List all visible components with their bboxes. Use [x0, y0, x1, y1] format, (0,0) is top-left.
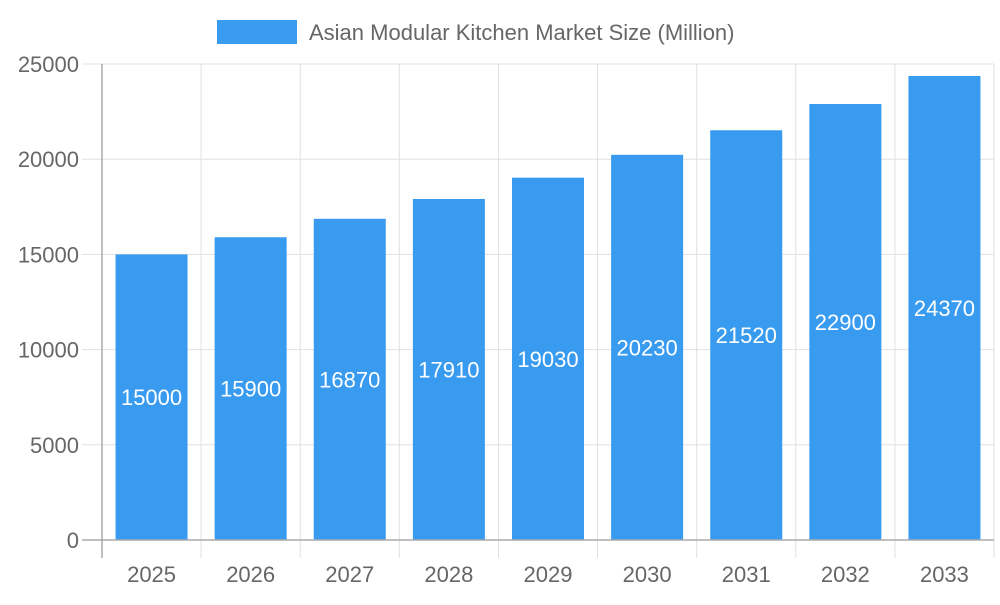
- y-tick-label: 0: [67, 528, 79, 553]
- y-tick-label: 20000: [18, 147, 79, 172]
- legend-swatch: [217, 20, 297, 44]
- y-tick-label: 15000: [18, 242, 79, 267]
- y-tick-label: 25000: [18, 52, 79, 77]
- bar-2033: [908, 75, 981, 540]
- data-label-2030: 20230: [617, 335, 678, 360]
- x-tick-label: 2030: [623, 562, 672, 587]
- x-tick-label: 2027: [325, 562, 374, 587]
- bar-2025: [115, 254, 188, 540]
- data-label-2028: 17910: [418, 357, 479, 382]
- x-tick-label: 2026: [226, 562, 275, 587]
- bar-2030: [611, 154, 684, 540]
- y-tick-label: 10000: [18, 338, 79, 363]
- data-label-2025: 15000: [121, 385, 182, 410]
- bar-2032: [809, 103, 882, 540]
- y-tick-label: 5000: [30, 433, 79, 458]
- bar-2027: [313, 218, 386, 540]
- x-tick-label: 2029: [524, 562, 573, 587]
- x-tick-label: 2028: [424, 562, 473, 587]
- legend-label: Asian Modular Kitchen Market Size (Milli…: [309, 20, 735, 45]
- x-tick-label: 2031: [722, 562, 771, 587]
- x-tick-label: 2025: [127, 562, 176, 587]
- grid: [82, 63, 995, 558]
- legend[interactable]: Asian Modular Kitchen Market Size (Milli…: [217, 20, 735, 45]
- bar-2029: [512, 177, 584, 540]
- x-tick-label: 2032: [821, 562, 870, 587]
- bar-2028: [412, 198, 485, 541]
- data-label-2032: 22900: [815, 310, 876, 335]
- data-label-2031: 21520: [716, 323, 777, 348]
- bars: 15000 15900 16870 17910 19030 20230 21520 22900…: [115, 75, 981, 541]
- x-tick-label: 2033: [920, 562, 969, 587]
- bar-2026: [214, 237, 287, 540]
- axes: 0 5000 10000 15000 20000 25000 2025 2026 2027 202…: [18, 52, 994, 587]
- data-label-2033: 24370: [914, 296, 975, 321]
- data-label-2027: 16870: [319, 367, 380, 392]
- data-label-2026: 15900: [220, 377, 281, 402]
- data-label-2029: 19030: [517, 347, 578, 372]
- bar-2031: [710, 130, 783, 540]
